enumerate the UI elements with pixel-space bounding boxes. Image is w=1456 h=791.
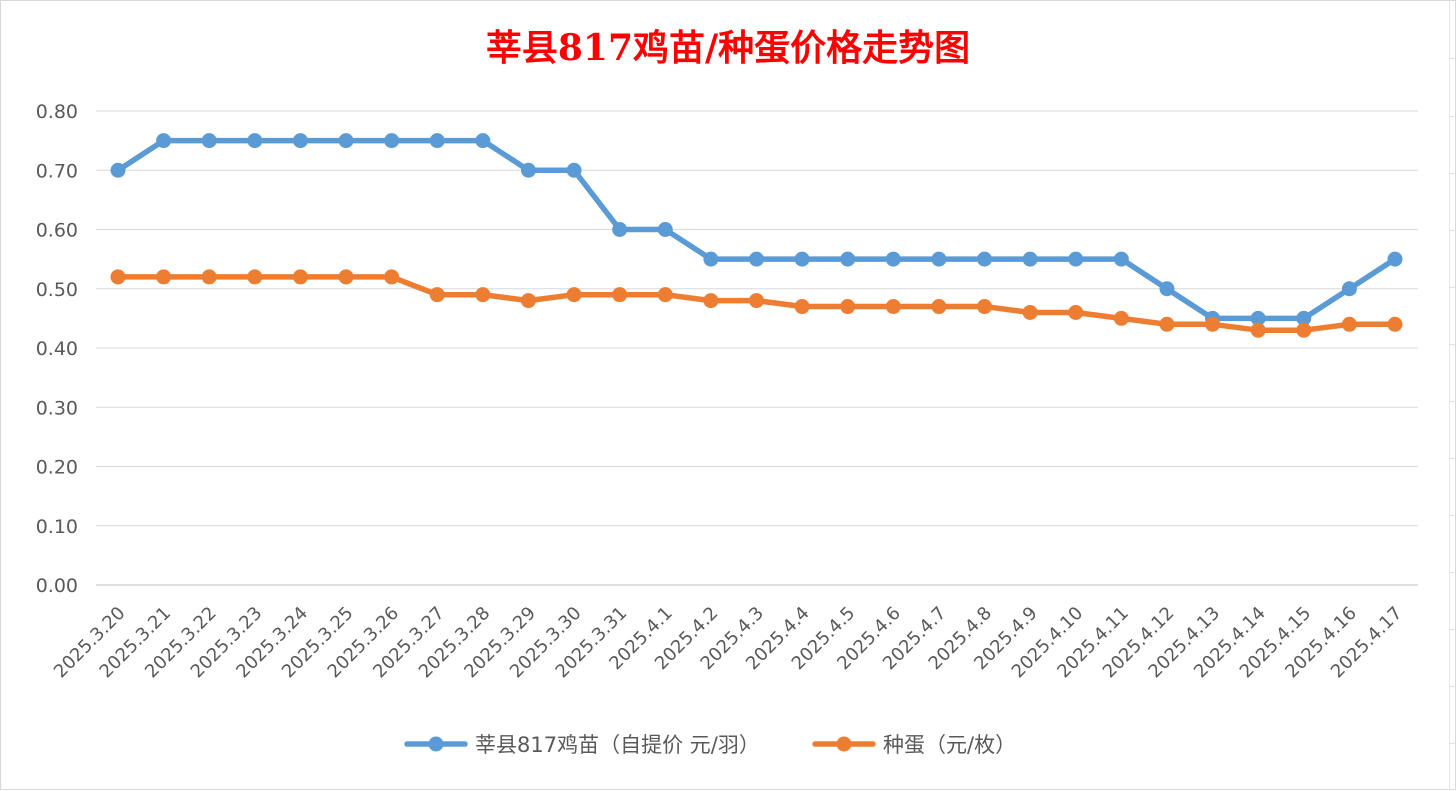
data-point: [429, 133, 445, 149]
data-point: [703, 293, 719, 309]
data-point: [292, 269, 308, 285]
y-tick-label: 0.30: [36, 397, 78, 419]
data-point: [338, 133, 354, 149]
sheet-gridline: [1449, 686, 1456, 687]
y-tick-label: 0.10: [36, 516, 78, 538]
data-point: [931, 251, 947, 267]
data-point: [703, 251, 719, 267]
data-point: [794, 299, 810, 315]
data-point: [885, 299, 901, 315]
data-point: [429, 287, 445, 303]
data-point: [931, 299, 947, 315]
y-tick-label: 0.70: [36, 160, 78, 182]
data-point: [156, 133, 172, 149]
data-point: [612, 287, 628, 303]
y-tick-label: 0.20: [36, 457, 78, 479]
legend-item-2[interactable]: 种蛋（元/枚）: [812, 733, 1016, 757]
data-point: [1296, 322, 1312, 338]
sheet-gridline: [1449, 743, 1456, 744]
data-point: [247, 269, 263, 285]
sheet-gridline: [1449, 58, 1456, 59]
data-point: [612, 222, 628, 237]
data-point: [1068, 251, 1084, 267]
data-point: [1159, 281, 1175, 297]
series-2: [110, 269, 1403, 338]
legend-label: 莘县817鸡苗（自提价 元/羽）: [475, 733, 760, 757]
data-point: [1387, 251, 1403, 267]
data-point: [794, 251, 810, 267]
sheet-gridline: [1449, 230, 1456, 231]
data-point: [749, 293, 764, 309]
data-point: [475, 287, 491, 303]
chart-title: 莘县817鸡苗/种蛋价格走势图: [486, 27, 970, 69]
y-tick-label: 0.60: [36, 220, 78, 242]
sheet-gridline: [1449, 401, 1456, 402]
y-axis: 0.00 0.10 0.20 0.30 0.40 0.50 0.60 0.70 0.80: [36, 101, 78, 597]
y-tick-label: 0.50: [36, 279, 78, 301]
x-axis: 2025.3.202025.3.212025.3.222025.3.232025…: [50, 603, 1407, 683]
data-point: [156, 269, 172, 285]
data-point: [657, 222, 673, 237]
sheet-gridline: [1449, 287, 1456, 288]
data-point: [1250, 310, 1266, 326]
legend[interactable]: 莘县817鸡苗（自提价 元/羽） 种蛋（元/枚）: [404, 733, 1016, 757]
data-point: [292, 133, 308, 149]
data-point: [1250, 322, 1266, 338]
data-point: [1296, 310, 1312, 326]
data-point: [1341, 281, 1357, 297]
sheet-gridline: [1449, 173, 1456, 174]
sheet-gridline: [1449, 515, 1456, 516]
legend-label: 种蛋（元/枚）: [883, 733, 1016, 757]
data-point: [338, 269, 354, 285]
data-point: [1387, 316, 1403, 332]
data-point: [1341, 316, 1357, 332]
data-point: [1113, 310, 1129, 326]
legend-item-1[interactable]: 莘县817鸡苗（自提价 元/羽）: [404, 733, 760, 757]
data-point: [1113, 251, 1129, 267]
data-point: [1068, 304, 1084, 320]
data-point: [110, 269, 126, 285]
sheet-gridline: [1449, 1, 1450, 791]
data-point: [840, 299, 856, 315]
legend-swatch-marker: [836, 736, 852, 752]
data-point: [201, 269, 217, 285]
sheet-gridline: [1449, 572, 1456, 573]
legend-swatch-marker: [428, 736, 444, 752]
data-point: [977, 299, 993, 315]
data-point: [520, 162, 536, 178]
data-point: [201, 133, 217, 149]
data-point: [1205, 316, 1221, 332]
series-1: [110, 133, 1403, 326]
data-point: [520, 293, 536, 309]
data-point: [384, 133, 400, 149]
data-point: [566, 162, 582, 178]
data-point: [110, 162, 126, 178]
data-point: [1022, 251, 1038, 267]
y-tick-label: 0.80: [36, 101, 78, 123]
data-point: [247, 133, 263, 149]
sheet-gridline: [1449, 344, 1456, 345]
data-point: [384, 269, 400, 285]
data-point: [885, 251, 901, 267]
data-point: [749, 251, 764, 267]
grid-layer: [96, 110, 1418, 586]
sheet-gridline: [1449, 458, 1456, 459]
series-layer: [110, 133, 1403, 338]
data-point: [657, 287, 673, 303]
sheet-gridline: [1449, 116, 1456, 117]
data-point: [977, 251, 993, 267]
data-point: [475, 133, 491, 149]
data-point: [566, 287, 582, 303]
y-tick-label: 0.40: [36, 338, 78, 360]
y-tick-label: 0.00: [36, 575, 78, 597]
data-point: [840, 251, 856, 267]
data-point: [1022, 304, 1038, 320]
sheet-gridline: [1449, 629, 1456, 630]
data-point: [1159, 316, 1175, 332]
